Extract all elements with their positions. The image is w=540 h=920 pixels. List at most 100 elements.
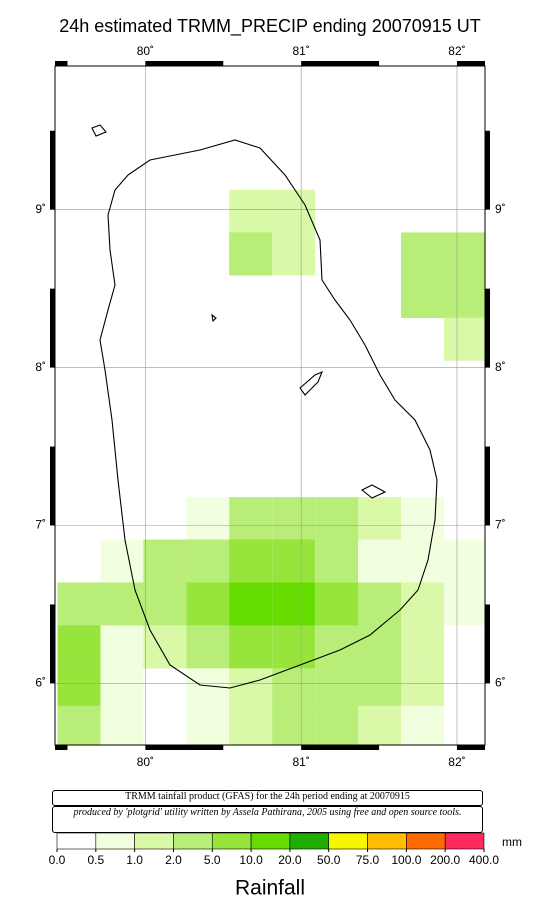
- rain-cell: [186, 705, 230, 745]
- frame-band: [485, 130, 490, 210]
- frame-band: [485, 604, 490, 684]
- colorbar-tick-label: 0.5: [87, 853, 104, 867]
- caption: TRMM tainfall product (GFAS) for the 24h…: [52, 790, 483, 806]
- colorbar-segment: [328, 832, 368, 850]
- x-tick-label: 81˚: [292, 755, 309, 769]
- colorbar-tick-label: 100.0: [391, 853, 421, 867]
- rain-cell: [272, 189, 316, 233]
- frame-band: [50, 446, 55, 526]
- x-tick-label: 82˚: [448, 44, 465, 58]
- rain-cell: [143, 539, 187, 583]
- frame-band: [456, 61, 485, 66]
- rain-cell: [272, 497, 316, 541]
- rain-cell: [186, 539, 230, 583]
- rain-cell: [401, 705, 445, 745]
- rain-cell: [100, 705, 144, 745]
- colorbar-tick-label: 200.0: [430, 853, 460, 867]
- colorbar-tick-label: 50.0: [317, 853, 341, 867]
- rain-cell: [100, 582, 144, 626]
- rain-cell: [100, 539, 144, 583]
- frame-ticks: [50, 61, 490, 750]
- rain-cell: [358, 668, 402, 712]
- y-tick-label: 9˚: [35, 202, 46, 216]
- frame-band: [456, 745, 485, 750]
- rain-cell: [401, 497, 445, 541]
- rain-cell: [272, 705, 316, 745]
- y-tick-label: 6˚: [35, 676, 46, 690]
- colorbar-tick-label: 1.0: [126, 853, 143, 867]
- colorbar-label: Rainfall: [235, 877, 305, 900]
- rain-cell: [315, 539, 359, 583]
- colorbar-tick-label: 5.0: [204, 853, 221, 867]
- rain-cell: [401, 625, 445, 669]
- colorbar-segment: [56, 832, 97, 850]
- rain-cell: [401, 232, 445, 276]
- colorbar-segment: [211, 832, 252, 850]
- rain-cell: [315, 582, 359, 626]
- rain-cell: [315, 497, 359, 541]
- chart-title: 24h estimated TRMM_PRECIP ending 2007091…: [59, 16, 481, 37]
- frame-band: [485, 288, 490, 368]
- colorbar-segment: [444, 832, 485, 850]
- frame-band: [50, 288, 55, 368]
- rain-cell: [443, 317, 485, 361]
- rain-cell: [186, 625, 230, 669]
- colorbar-tick-label: 10.0: [239, 853, 263, 867]
- y-tick-label: 7˚: [35, 518, 46, 532]
- rain-cell: [401, 668, 445, 712]
- rain-cell: [358, 625, 402, 669]
- rain-cell: [443, 275, 485, 319]
- x-tick-label: 80˚: [137, 44, 154, 58]
- rain-cell: [229, 668, 273, 712]
- frame-band: [145, 61, 224, 66]
- colorbar-unit: mm: [502, 835, 522, 849]
- rain-cell: [358, 582, 402, 626]
- rain-cell: [100, 625, 144, 669]
- rain-cell: [229, 539, 273, 583]
- x-tick-label: 82˚: [448, 755, 465, 769]
- rain-cell: [229, 625, 273, 669]
- rain-cell: [229, 232, 273, 276]
- colorbar-tick-label: 20.0: [278, 853, 302, 867]
- rain-cell: [57, 668, 101, 712]
- rain-cell: [272, 668, 316, 712]
- frame-band: [485, 446, 490, 526]
- rain-cell: [143, 625, 187, 669]
- rain-cell: [229, 497, 273, 541]
- rain-cell: [143, 582, 187, 626]
- rain-cell: [57, 705, 101, 745]
- colorbar-segment: [367, 832, 407, 850]
- rain-cell: [358, 497, 402, 541]
- x-tick-label: 80˚: [137, 755, 154, 769]
- map-frame: [54, 65, 486, 746]
- rain-cell: [186, 497, 230, 541]
- y-tick-label: 9˚: [495, 202, 506, 216]
- rain-cell: [401, 582, 445, 626]
- rain-cell: [57, 625, 101, 669]
- y-tick-label: 8˚: [495, 360, 506, 374]
- y-tick-label: 8˚: [35, 360, 46, 374]
- rain-cell: [272, 582, 316, 626]
- rain-cell: [100, 668, 144, 712]
- colorbar-segment: [173, 832, 213, 850]
- colorbar-tick-label: 2.0: [165, 853, 182, 867]
- rain-cell: [229, 705, 273, 745]
- rain-cell: [443, 582, 485, 626]
- rain-cell: [272, 625, 316, 669]
- grid-layer: [55, 66, 485, 745]
- rain-cell: [315, 668, 359, 712]
- colorbar-segment: [134, 832, 174, 850]
- frame-band: [55, 61, 68, 66]
- colorbar-tick-label: 75.0: [356, 853, 380, 867]
- colorbar-tick-label: 0.0: [49, 853, 66, 867]
- rain-cell: [358, 705, 402, 745]
- colorbar-segment: [406, 832, 446, 850]
- rain-cell: [229, 189, 273, 233]
- cell-layer: [57, 189, 485, 745]
- colorbar-segment: [250, 832, 291, 850]
- rain-cell: [401, 275, 445, 319]
- rain-cell: [229, 582, 273, 626]
- rain-cell: [315, 705, 359, 745]
